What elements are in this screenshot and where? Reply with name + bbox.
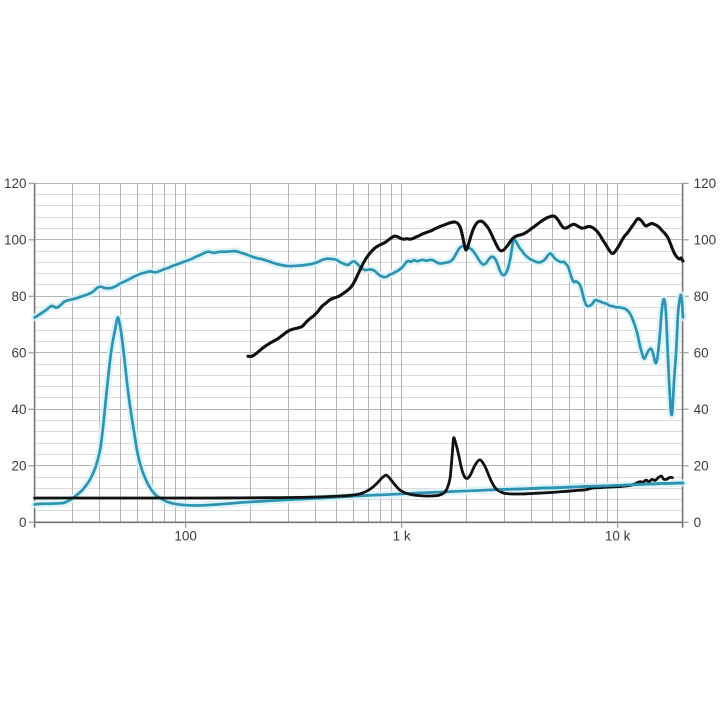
svg-text:100: 100 [174,529,197,544]
svg-text:120: 120 [694,176,717,191]
svg-text:100: 100 [4,233,27,248]
svg-text:100: 100 [694,233,717,248]
svg-text:0: 0 [694,515,702,530]
svg-text:1 k: 1 k [393,529,411,544]
svg-text:40: 40 [694,402,709,417]
svg-text:40: 40 [11,402,26,417]
svg-text:10 k: 10 k [605,529,631,544]
svg-text:60: 60 [694,346,709,361]
svg-text:80: 80 [11,289,26,304]
svg-text:20: 20 [694,459,709,474]
svg-text:120: 120 [4,176,27,191]
svg-text:80: 80 [694,289,709,304]
svg-text:20: 20 [11,459,26,474]
svg-text:0: 0 [19,515,27,530]
svg-text:60: 60 [11,346,26,361]
